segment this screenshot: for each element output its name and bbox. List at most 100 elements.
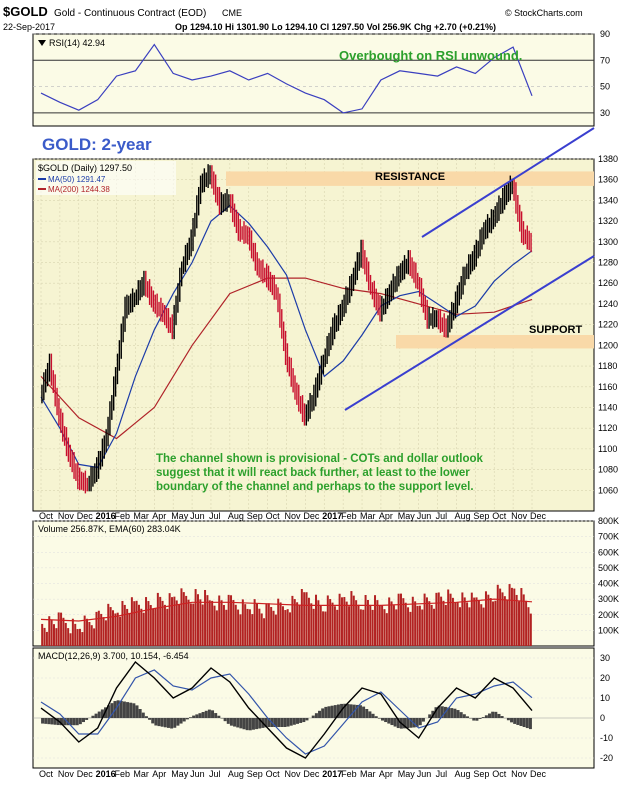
macd-signal-line [40,669,533,755]
volume-bar [296,602,299,646]
macd-histogram-bar [497,713,501,718]
volume-bar [515,594,518,646]
volume-bar [395,609,398,646]
volume-bar [123,604,126,646]
volume-panel: Volume 256.87K, EMA(60) 283.04K 100K 200K… [32,516,619,647]
price-tick-label: 1140 [598,402,617,412]
volume-legend: Volume 256.87K, EMA(60) 283.04K [38,524,181,534]
volume-bar [447,589,450,646]
volume-bar [326,595,329,646]
macd-histogram-bar [396,718,400,729]
macd-histogram-bar [437,705,441,718]
volume-bar [525,600,528,646]
x-tick-label: Dec [303,511,320,521]
macd-histogram-bar [447,707,451,718]
macd-tick-label: 0 [600,713,605,723]
volume-bar [407,607,410,646]
macd-histogram-bar [122,701,126,718]
volume-bar [430,604,433,646]
price-tick-label: 1100 [598,444,617,454]
volume-bar [437,592,440,646]
volume-bar [520,588,523,646]
x-tick-label: Dec [77,769,94,779]
volume-bar [435,592,438,646]
macd-histogram-bar [355,704,359,718]
volume-bar [156,592,159,646]
volume-bar [350,591,353,646]
volume-bar [340,597,343,646]
volume-bar [492,601,495,646]
volume-bar [317,600,320,646]
macd-histogram-bar [248,718,252,731]
rsi-tick-label: 50 [600,82,610,92]
macd-histogram-bar [195,714,199,718]
x-tick-label: Aug [454,769,470,779]
volume-bar [121,600,124,646]
macd-panel: MACD(12,26,9) 3.700, 10.154, -6.454 -20 -… [32,647,613,769]
volume-bar [189,603,192,646]
volume-bar [489,598,492,646]
volume-bar [107,603,110,646]
macd-histogram-bar [324,706,328,718]
volume-bar [213,605,216,646]
macd-histogram-bar [475,718,479,721]
macd-histogram-bar [69,718,73,726]
volume-bar [494,600,497,646]
x-tick-label: Mar [360,511,376,521]
rsi-panel: RSI(14) 42.94 Overbought on RSI unwound.… [32,29,610,127]
macd-histogram-bar [403,718,407,729]
macd-histogram-bar [182,718,186,722]
price-tick-label: 1080 [598,465,618,475]
x-tick-label: Mar [133,769,149,779]
macd-histogram-bar [53,718,57,725]
volume-bar [97,610,100,646]
macd-tick-label: -10 [600,733,613,743]
exchange: CME [222,8,242,18]
volume-bar [284,610,287,646]
volume-bar [253,599,256,646]
volume-bar [298,605,301,646]
macd-histogram-bar [264,718,268,728]
macd-histogram-bar [229,718,233,726]
macd-histogram-bar [409,718,413,728]
macd-histogram-bar [374,716,378,718]
macd-histogram-bar [387,718,391,724]
volume-bar [241,599,244,646]
macd-histogram-bar [481,717,485,718]
source-credit: © StockCharts.com [505,8,583,18]
volume-bar [206,595,209,646]
x-tick-label: May [398,769,416,779]
volume-bar [444,605,447,646]
macd-histogram-bar [78,718,82,725]
volume-bar [371,609,374,646]
volume-bar [449,593,452,646]
macd-histogram-bar [406,718,410,729]
volume-bar [225,609,228,646]
macd-histogram-bar [204,710,208,718]
volume-bar [199,599,202,646]
x-tick-label: Jun [417,769,432,779]
macd-histogram-bar [516,718,520,725]
macd-histogram-bar [488,713,492,718]
volume-bar [378,605,381,646]
macd-histogram-bar [428,714,432,718]
volume-bar [300,589,303,646]
volume-bar [501,592,504,646]
volume-bar [232,600,235,646]
volume-bar [463,597,466,646]
volume-tick-label: 200K [598,610,619,620]
volume-bar [41,623,44,646]
volume-bar [352,595,355,646]
volume-bar [76,629,79,646]
x-tick-label: Mar [360,769,376,779]
volume-bar [477,600,480,646]
x-tick-label: Oct [39,511,54,521]
volume-tick-label: 700K [598,532,619,542]
volume-bar [487,594,490,646]
volume-bar [175,600,178,646]
volume-bar [499,588,502,646]
x-tick-label: Sep [473,769,489,779]
volume-bar [270,606,273,646]
